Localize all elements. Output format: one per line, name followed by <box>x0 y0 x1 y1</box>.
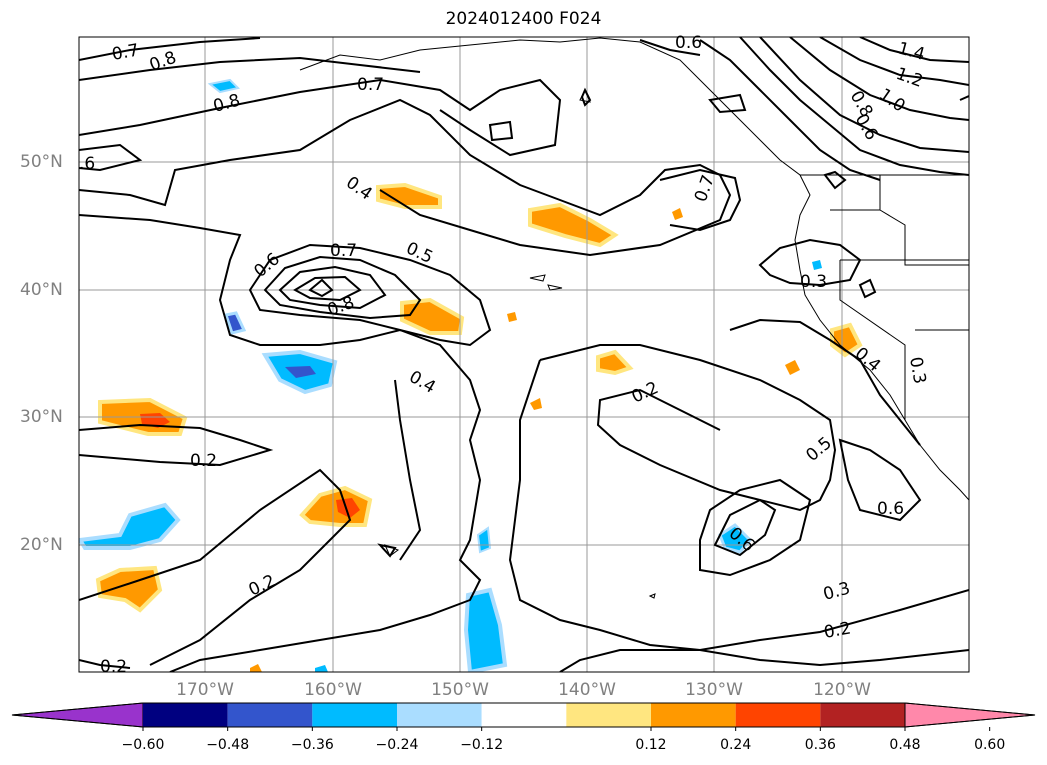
graticule <box>79 37 969 672</box>
orange-patch <box>672 208 683 220</box>
contour-label: .6 <box>79 154 95 174</box>
darkblue-patch <box>285 366 316 378</box>
contour-label: 0.3 <box>905 355 929 385</box>
contour-label: 0.7 <box>110 41 140 65</box>
lon-label: 130°W <box>685 680 743 700</box>
blue-patch <box>315 665 328 672</box>
lon-label: 140°W <box>558 680 616 700</box>
colorbar-tick-label: 0.24 <box>720 737 752 753</box>
contour-label: 0.6 <box>675 33 702 53</box>
blue-patch <box>224 311 247 335</box>
colorbar-segment <box>481 703 567 727</box>
shaded-anomalies <box>79 78 863 672</box>
contour-label: 0.2 <box>822 619 852 643</box>
colorbar-segment <box>735 703 821 727</box>
orange-patch <box>530 398 542 410</box>
colorbar-tick-label: 0.48 <box>889 737 921 753</box>
colorbar-tick-label: −0.60 <box>121 737 165 753</box>
colorbar-tick-label: −0.12 <box>460 737 504 753</box>
colorbar-tick-label: −0.36 <box>290 737 334 753</box>
colorbar-tick-label: −0.24 <box>375 737 419 753</box>
lon-label: 160°W <box>304 680 362 700</box>
lat-label: 30°N <box>20 407 63 427</box>
blue-patch <box>207 78 240 94</box>
colorbar-segment <box>312 703 397 727</box>
colorbar-tick-label: −0.48 <box>206 737 250 753</box>
contour-label: 0.7 <box>330 241 357 261</box>
orange-patch <box>596 349 634 376</box>
lon-label: 150°W <box>431 680 489 700</box>
lat-label: 50°N <box>20 152 63 172</box>
map-title: 2024012400 F024 <box>445 9 602 29</box>
colorbar-segment <box>143 703 228 727</box>
colorbar-extend-high <box>904 702 1036 728</box>
lat-label: 20°N <box>20 535 63 555</box>
colorbar-segment <box>227 703 313 727</box>
contour-label: 0.6 <box>877 499 904 519</box>
blue-patch <box>79 502 181 550</box>
orange-patch <box>785 360 800 375</box>
colorbar-segment <box>651 703 736 727</box>
colorbar-tick-label: 0.60 <box>974 737 1006 753</box>
blue-patch <box>476 526 492 554</box>
contour-label: 0.3 <box>800 272 827 292</box>
contour-label: 0.7 <box>357 75 384 95</box>
contour-label: 0.2 <box>190 451 217 471</box>
orange-patch <box>376 182 442 209</box>
contour-label: 0.2 <box>100 657 127 677</box>
colorbar-segment <box>566 703 651 727</box>
plot-frame <box>78 36 970 673</box>
orange-patch <box>507 312 517 322</box>
colorbar-extend-low <box>11 702 144 728</box>
lon-label: 170°W <box>176 680 234 700</box>
blue-patch <box>812 260 822 270</box>
colorbar-tick-label: 0.36 <box>804 737 836 753</box>
red-patch <box>336 498 360 518</box>
colorbar-segment <box>820 703 905 727</box>
orange-patch <box>528 202 619 248</box>
orange-patch <box>299 485 373 527</box>
lon-label: 120°W <box>813 680 871 700</box>
blue-patch <box>463 587 508 672</box>
lat-label: 40°N <box>20 280 63 300</box>
contour-lines <box>79 37 969 672</box>
colorbar-segment <box>397 703 482 727</box>
orange-patch <box>250 664 262 672</box>
colorbar-tick-label: 0.12 <box>635 737 667 753</box>
